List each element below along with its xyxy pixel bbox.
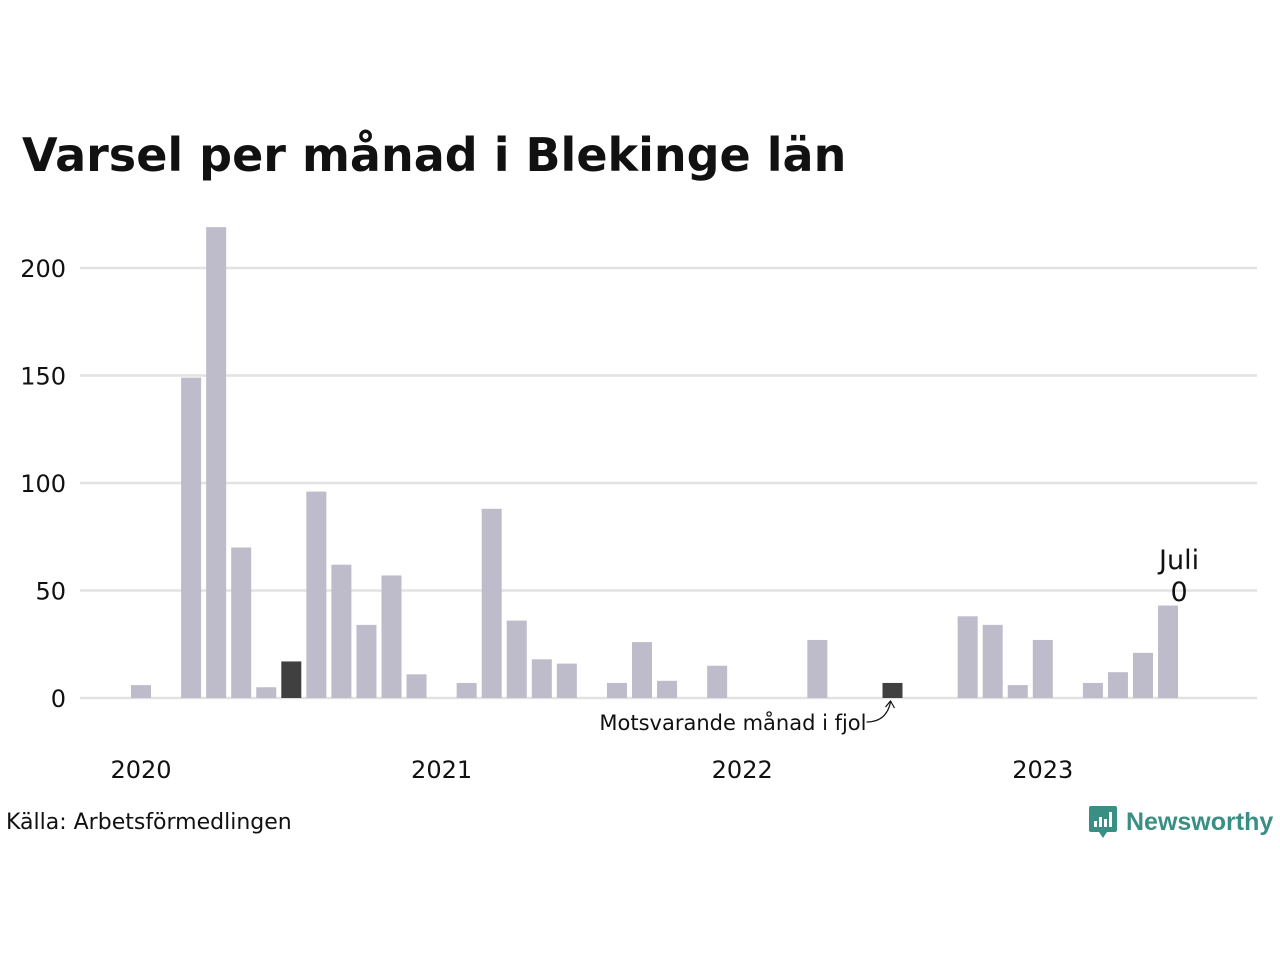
bars	[131, 227, 1179, 698]
bar-2020-05	[231, 547, 252, 698]
bar-2021-05	[531, 659, 552, 698]
y-tick-label: 150	[20, 363, 66, 391]
comparison-label: Motsvarande månad i fjol	[599, 710, 866, 735]
x-tick-label: 2023	[1012, 756, 1073, 784]
logo-text: Newsworthy	[1126, 807, 1274, 836]
y-tick-label: 0	[51, 685, 66, 713]
x-tick-label: 2021	[411, 756, 472, 784]
bar-2021-12	[707, 665, 728, 698]
bar-2021-09	[632, 642, 652, 698]
comparison-arrow	[866, 699, 896, 723]
bar-2020-09	[331, 564, 352, 698]
x-tick-label: 2020	[110, 756, 171, 784]
bar-2023-01	[1032, 639, 1053, 698]
newsworthy-logo: Newsworthy	[1088, 804, 1273, 840]
y-tick-label: 200	[20, 255, 66, 283]
bar-2022-12	[1007, 685, 1028, 698]
bar-2021-10	[657, 680, 678, 698]
bar-2023-03	[1082, 682, 1103, 698]
newsworthy-logo-icon	[1089, 806, 1117, 838]
bar-2020-12	[406, 674, 427, 698]
bar-2023-04	[1107, 672, 1128, 698]
bar-2020-03	[181, 377, 202, 698]
bar-2020-07	[281, 661, 302, 698]
bar-2021-06	[556, 663, 577, 698]
bar-2021-03	[481, 508, 502, 698]
y-tick-label: 50	[35, 578, 66, 606]
last-value-label: 0	[1171, 577, 1188, 608]
bar-2021-08	[606, 682, 627, 698]
bar-2022-11	[982, 624, 1003, 698]
annotations: Juli 0 Motsvarande månad i fjol	[599, 545, 1199, 735]
bar-2020-01	[131, 685, 151, 698]
x-tick-labels: 2020 2021 2022 2023	[110, 756, 1073, 784]
last-month-label: Juli	[1157, 545, 1199, 576]
y-tick-labels: 0 50 100 150 200	[20, 255, 66, 713]
bar-2021-04	[506, 620, 527, 698]
source-note: Källa: Arbetsförmedlingen	[6, 810, 292, 835]
bar-2023-05	[1133, 652, 1153, 698]
bar-2020-04	[206, 227, 227, 698]
x-tick-label: 2022	[712, 756, 773, 784]
bar-2020-11	[381, 575, 402, 698]
bar-2022-04	[807, 639, 828, 698]
bar-2020-06	[256, 687, 277, 698]
bar-2021-02	[456, 682, 477, 698]
bar-2020-10	[356, 624, 377, 698]
bar-2023-06	[1158, 605, 1179, 698]
chart-title: Varsel per månad i Blekinge län	[22, 128, 847, 182]
bar-2022-10	[957, 616, 978, 698]
bar-2022-07	[882, 682, 903, 698]
grid-lines	[80, 266, 1257, 700]
bar-chart: 0 50 100 150 200 2020 2021 2022 2023 Juli 0 Mot…	[20, 227, 1257, 784]
y-tick-label: 100	[20, 470, 66, 498]
bar-2020-08	[306, 491, 327, 698]
